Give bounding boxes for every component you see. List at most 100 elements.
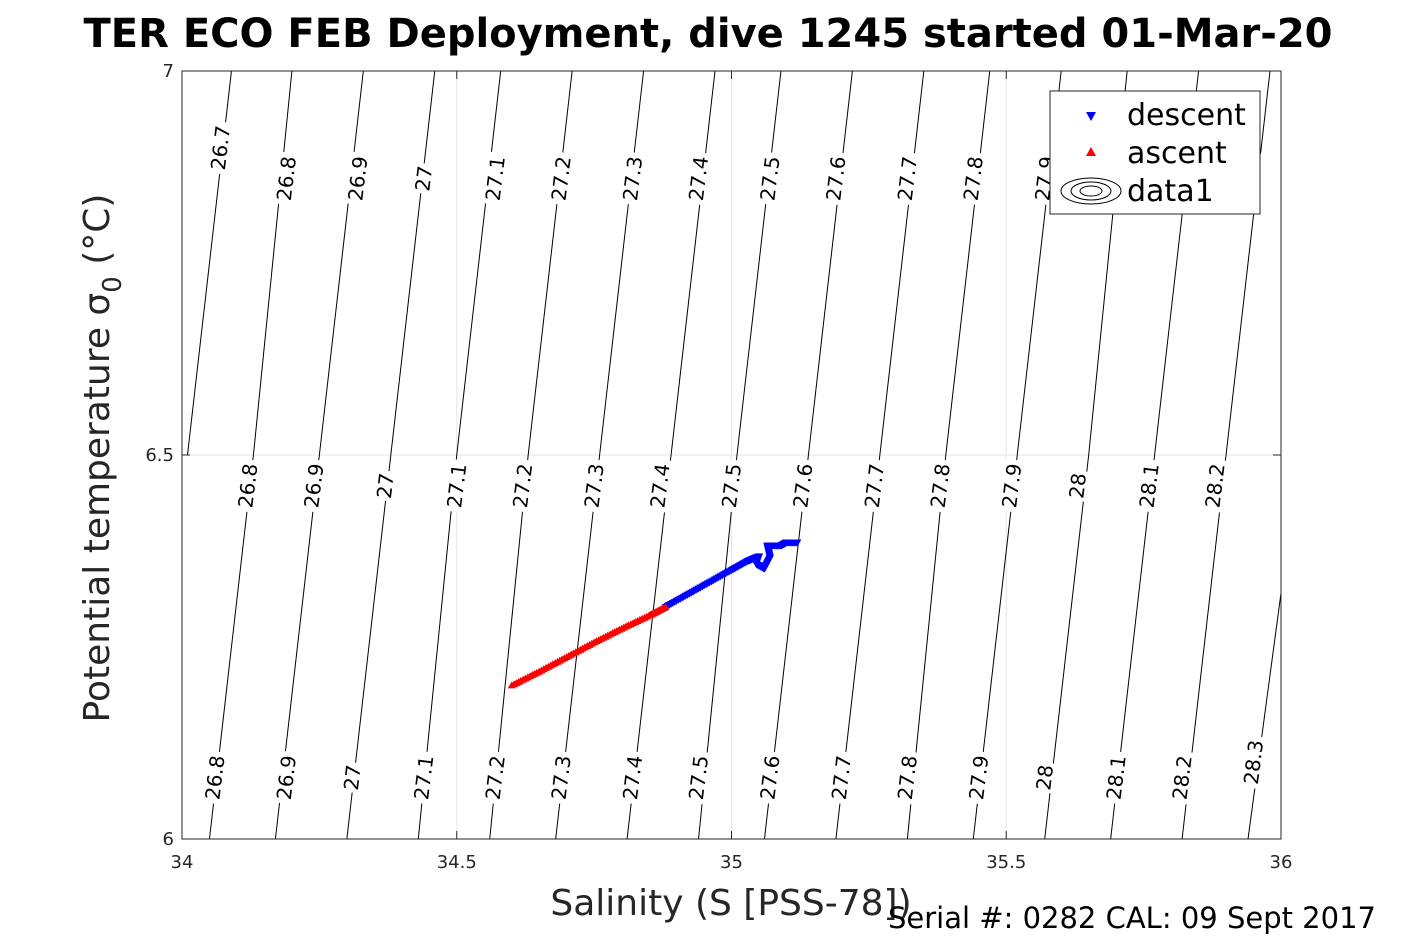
legend-data1-label: data1 [1127,174,1214,209]
contour-label-text: 28.3 [1239,739,1268,786]
y-tick-label: 7 [163,61,174,82]
contour-label-text: 26.8 [200,754,229,801]
contour-label-halo [579,458,608,513]
axis-ticks: 34 34.5 35 35.5 36 6 6.5 7 [145,61,1292,873]
contour-label-text: 27.3 [547,754,576,801]
contour-label-text: 27.1 [442,462,471,509]
serial-cal-footer: Serial #: 0282 CAL: 09 Sept 2017 [888,901,1376,935]
contour-label: 27.3 [617,151,647,206]
contour-label: 27.4 [644,458,675,513]
contour-label: 27.2 [546,151,576,206]
contour-label-text: 28.1 [1102,754,1131,801]
contour-label-halo [546,151,575,206]
contour-label-text: 27 [339,763,366,791]
contour-label-text: 27.3 [618,155,647,202]
contour-label-text: 27.7 [827,754,856,801]
contour-labels: 26.7 26.8 26.9 27 27.1 27.2 27.3 27.4 27.5 27.6 27… [199,120,1268,805]
contour-label: 27.7 [859,458,889,513]
contour-label-text: 27.5 [684,754,713,801]
contour-label-halo [1199,458,1229,513]
contour-label-halo [546,750,575,805]
contour-label-text: 27.4 [684,155,713,202]
contour-label-text: 27.8 [926,462,955,509]
contour-label: 27 [371,469,399,502]
contour-label: 28.2 [1199,458,1230,513]
ascent-point [661,603,670,611]
contour-label-halo [683,750,712,805]
contour-label-halo [199,750,229,805]
contour-label-text: 28.2 [1167,754,1196,801]
contour-label: 27.8 [958,151,988,206]
descent-point [793,539,802,547]
contour-label-halo [371,469,398,502]
legend-ascent-label: ascent [1127,136,1227,171]
contour-label-text: 27.3 [580,462,609,509]
contour-label-halo [480,151,509,206]
contour-label-text: 27.4 [618,754,647,801]
contour-label-text: 27.2 [547,155,576,202]
contour-label: 27.9 [996,458,1026,513]
contour-label-halo [996,458,1025,513]
legend-descent-marker [1086,112,1096,121]
contour-label: 27.7 [826,750,856,805]
contour-label-halo [441,458,470,513]
x-tick-label: 34.5 [437,852,477,873]
contour-label-halo [617,151,646,206]
contour-label-halo [644,458,674,513]
contour-label-halo [298,458,327,513]
contour-label: 26.9 [298,458,329,513]
contour-label-halo [1101,750,1130,805]
contour-label-text: 27.6 [755,754,784,801]
contour-label: 26.9 [271,750,301,805]
svg-text:Potential temperature σ0 (°C): Potential temperature σ0 (°C) [77,194,128,723]
contour-label-halo [1167,750,1196,805]
x-tick-label: 35.5 [986,852,1026,873]
contour-line-28-3 [1247,593,1282,840]
contour-label-halo [342,151,371,206]
legend-contour-marker [1060,177,1122,205]
contour-label: 27.2 [507,458,537,513]
contour-label-halo [1238,734,1267,790]
contour-label-text: 27.6 [821,155,850,202]
contour-label-text: 28.2 [1200,462,1229,509]
contour-label-text: 28 [1031,763,1058,791]
contour-label: 28 [1030,761,1058,794]
contour-label-halo [271,151,300,206]
contour-label-text: 27.2 [481,754,510,801]
contour-label-text: 27 [410,164,437,192]
contour-label: 27.8 [925,458,955,513]
contour-label: 27.7 [892,151,922,206]
contour-label: 28.1 [1101,750,1131,805]
contour-label-text: 27.4 [645,462,674,509]
contour-label: 27.6 [754,750,785,805]
contour-label: 27.6 [787,458,818,513]
contour-label-text: 26.7 [206,124,235,171]
contour-label-text: 27.9 [964,754,993,801]
contour-label: 28.3 [1238,734,1268,790]
contour-label-halo [958,151,987,206]
contour-label-halo [787,458,817,513]
contour-label-halo [480,750,509,805]
contour-label-text: 27 [372,472,399,500]
grid-lines [182,71,1281,839]
contour-label: 26.8 [271,151,301,206]
contour-label: 27.2 [480,750,510,805]
contour-label-halo [1134,458,1163,513]
x-tick-label: 35 [720,852,743,873]
contour-label-text: 27.7 [860,462,889,509]
contour-label: 27.5 [754,151,785,206]
contour-label-halo [617,750,646,805]
contour-label: 26.8 [199,750,230,805]
contour-label-halo [1063,469,1090,502]
contour-label-text: 26.9 [299,462,328,509]
x-tick-label: 36 [1270,852,1293,873]
contour-label: 27.1 [441,458,471,513]
contour-label: 26.9 [342,151,372,206]
contour-label: 27.5 [683,750,713,805]
contour-label-halo [1030,761,1057,794]
contour-label-text: 27.8 [959,155,988,202]
contour-label: 28 [1063,469,1091,502]
contour-label-text: 27.7 [893,155,922,202]
contour-line-27 [346,70,436,840]
